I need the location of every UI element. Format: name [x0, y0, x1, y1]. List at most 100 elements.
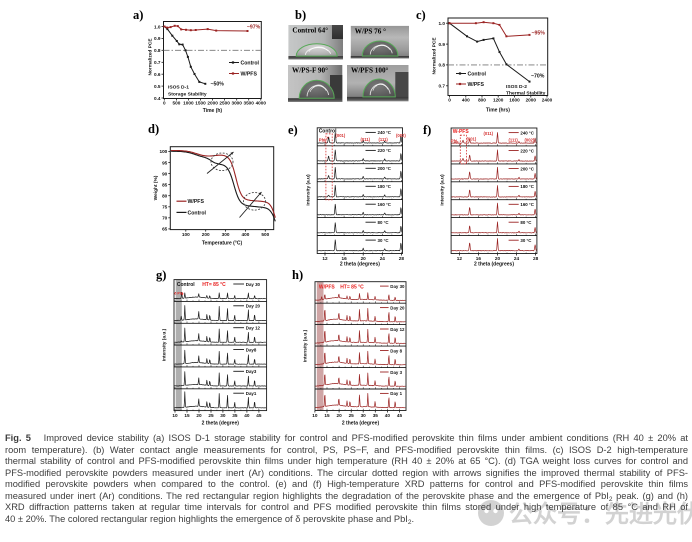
svg-text:Control 64°: Control 64° [292, 26, 328, 34]
svg-text:W-PFS: W-PFS [453, 129, 470, 135]
svg-text:2: 2 [325, 139, 327, 143]
svg-text:0.6: 0.6 [154, 72, 161, 77]
svg-text:(011): (011) [484, 131, 494, 136]
svg-text:~97%: ~97% [247, 24, 261, 30]
svg-text:(111): (111) [509, 137, 519, 142]
svg-text:20: 20 [361, 256, 367, 261]
svg-text:0.8: 0.8 [438, 63, 445, 68]
svg-text:16: 16 [341, 256, 347, 261]
svg-text:Temperature (°C): Temperature (°C) [202, 240, 243, 246]
svg-text:10: 10 [312, 413, 318, 418]
svg-text:0: 0 [448, 97, 451, 102]
svg-text:(002): (002) [525, 137, 535, 142]
svg-text:400: 400 [241, 232, 249, 237]
svg-text:30: 30 [361, 413, 367, 418]
svg-text:1.0: 1.0 [154, 24, 161, 29]
svg-text:W/PS 76 °: W/PS 76 ° [355, 27, 386, 35]
svg-text:20: 20 [196, 413, 202, 418]
svg-text:240 °C: 240 °C [520, 130, 534, 135]
svg-text:Day 3: Day 3 [390, 370, 402, 375]
svg-text:80: 80 [162, 194, 168, 199]
svg-text:Day8: Day8 [246, 347, 257, 352]
svg-text:10: 10 [172, 413, 178, 418]
svg-text:Intensity (a.u.): Intensity (a.u.) [162, 328, 168, 361]
svg-text:3500: 3500 [243, 100, 254, 105]
svg-text:25: 25 [208, 413, 214, 418]
svg-text:Day 30: Day 30 [246, 282, 261, 287]
svg-text:W/PFS: W/PFS [468, 82, 485, 88]
svg-text:28: 28 [533, 256, 539, 261]
svg-text:300: 300 [222, 232, 230, 237]
svg-text:Normalized PCE: Normalized PCE [148, 38, 154, 76]
svg-text:240 °C: 240 °C [378, 130, 392, 135]
svg-text:a): a) [133, 8, 143, 22]
svg-text:(001): (001) [467, 136, 477, 141]
svg-text:2 theta (degrees): 2 theta (degrees) [474, 261, 514, 267]
svg-text:0.7: 0.7 [154, 60, 161, 65]
svg-text:70: 70 [162, 216, 168, 221]
svg-text:400: 400 [462, 97, 470, 102]
svg-text:Day 8: Day 8 [390, 348, 402, 353]
svg-text:28: 28 [399, 256, 405, 261]
svg-text:Thermal Stability: Thermal Stability [506, 90, 546, 96]
svg-text:PbI: PbI [319, 137, 326, 142]
svg-text:800: 800 [478, 97, 486, 102]
svg-text:0.8: 0.8 [154, 48, 161, 53]
svg-text:30 °C: 30 °C [520, 238, 532, 243]
svg-text:W/PFS 100°: W/PFS 100° [351, 66, 389, 74]
svg-text:(001): (001) [336, 133, 346, 138]
svg-text:160 °C: 160 °C [520, 202, 534, 207]
svg-text:W/PFS: W/PFS [319, 284, 335, 290]
svg-text:Weight (%): Weight (%) [153, 175, 159, 200]
svg-text:220 °C: 220 °C [520, 148, 534, 153]
svg-text:δ PbI: δ PbI [174, 291, 183, 295]
svg-text:12: 12 [457, 256, 463, 261]
svg-text:Intensity (a.u.): Intensity (a.u.) [303, 329, 309, 362]
svg-text:ISOS D-2: ISOS D-2 [506, 84, 527, 90]
svg-text:2 theta (degrees): 2 theta (degrees) [340, 261, 380, 267]
svg-text:2000: 2000 [207, 100, 218, 105]
svg-text:2400: 2400 [542, 97, 553, 102]
svg-text:2 theta (degree): 2 theta (degree) [202, 420, 240, 426]
svg-text:100: 100 [182, 232, 190, 237]
svg-text:95: 95 [162, 160, 168, 165]
svg-text:Time (h): Time (h) [203, 108, 223, 114]
svg-text:Normalized PCE: Normalized PCE [432, 37, 438, 75]
svg-text:c): c) [416, 8, 426, 22]
svg-text:PbI: PbI [451, 138, 458, 143]
svg-text:85: 85 [162, 182, 168, 187]
svg-text:500: 500 [172, 100, 180, 105]
svg-text:Control: Control [319, 129, 337, 135]
svg-text:2: 2 [457, 140, 459, 144]
svg-text:12: 12 [322, 256, 328, 261]
svg-text:~70%: ~70% [531, 74, 545, 80]
svg-text:h): h) [292, 268, 303, 282]
svg-text:Day 30: Day 30 [390, 284, 405, 289]
svg-text:45: 45 [256, 413, 262, 418]
svg-text:25: 25 [349, 413, 355, 418]
svg-text:g): g) [156, 268, 166, 282]
svg-text:0.5: 0.5 [154, 84, 161, 89]
svg-text:Intensity (a.u): Intensity (a.u) [306, 174, 312, 206]
svg-text:1000: 1000 [183, 100, 194, 105]
svg-text:Storage Stability: Storage Stability [168, 91, 207, 97]
svg-text:Day3: Day3 [246, 369, 257, 374]
svg-text:180 °C: 180 °C [520, 184, 534, 189]
svg-text:30: 30 [220, 413, 226, 418]
svg-text:Day 20: Day 20 [390, 305, 405, 310]
svg-text:180 °C: 180 °C [378, 184, 392, 189]
svg-text:Control: Control [468, 72, 487, 78]
svg-text:Intensity (a.u): Intensity (a.u) [440, 174, 446, 206]
svg-text:b): b) [295, 8, 306, 22]
svg-text:Day1: Day1 [246, 391, 257, 396]
svg-text:~50%: ~50% [211, 81, 225, 87]
svg-text:80 °C: 80 °C [520, 220, 532, 225]
svg-text:(002): (002) [396, 133, 406, 138]
svg-text:Control: Control [188, 210, 207, 216]
svg-text:24: 24 [514, 256, 520, 261]
svg-text:90: 90 [162, 171, 168, 176]
svg-text:e): e) [288, 123, 298, 137]
svg-text:2000: 2000 [526, 97, 537, 102]
svg-text:Time (hrs): Time (hrs) [486, 107, 510, 113]
svg-text:Day 12: Day 12 [390, 327, 405, 332]
